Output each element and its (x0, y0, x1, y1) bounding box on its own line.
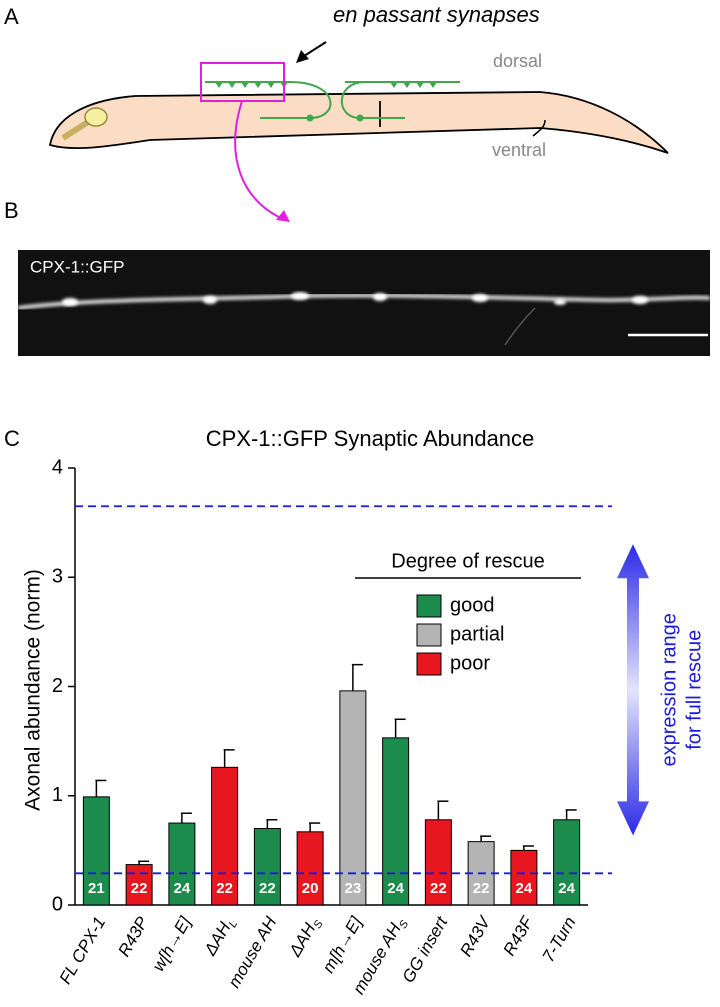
x-tick-label: FL CPX-1 (56, 914, 110, 988)
n-label: 22 (131, 880, 148, 897)
y-axis-label: Axonal abundance (norm) (22, 569, 45, 811)
bar (296, 831, 324, 906)
category-name: R43P (115, 913, 153, 960)
range-label: expression range (658, 613, 680, 766)
n-label: 24 (516, 880, 533, 897)
category-subscript: L (227, 918, 240, 929)
chart-title: CPX-1::GFP Synaptic Abundance (206, 426, 535, 451)
y-tick-label: 4 (52, 456, 63, 478)
legend-swatch (416, 652, 442, 676)
ventral-label: ventral (492, 140, 546, 160)
bar (424, 819, 452, 906)
bar (510, 849, 538, 906)
x-tick-label: ΔAHL (200, 914, 240, 961)
legend-label: poor (450, 652, 490, 674)
bar (125, 864, 153, 906)
category-name: R43V (457, 912, 496, 960)
n-label: 24 (558, 880, 575, 897)
range-arrow (617, 544, 649, 836)
bar (382, 737, 410, 906)
y-tick-label: 1 (52, 784, 63, 806)
x-tick-label: R43V (457, 912, 496, 960)
bar (339, 690, 367, 906)
y-tick-label: 3 (52, 566, 63, 588)
x-tick-label: R43P (115, 913, 153, 960)
worm (48, 41, 669, 222)
x-tick-label: 7-Turn (539, 914, 580, 966)
category-name: w[h→E] (149, 913, 196, 975)
legend-title: Degree of rescue (391, 550, 544, 572)
bar (253, 828, 281, 906)
range-label: for full rescue (683, 630, 705, 750)
n-label: 21 (88, 880, 105, 897)
panel-label: A (4, 4, 19, 29)
n-label: 24 (174, 880, 191, 897)
x-tick-label: ΔAHS (285, 913, 326, 962)
micrograph-label: CPX-1::GFP (30, 257, 124, 276)
x-tick-label: w[h→E] (149, 913, 196, 975)
y-tick-label: 2 (52, 675, 63, 697)
x-tick-label: R43F (500, 912, 538, 959)
panel-label: C (4, 426, 20, 451)
micrograph: CPX-1::GFP (17, 250, 711, 356)
legend-swatch (416, 594, 442, 618)
n-label: 24 (387, 880, 404, 897)
x-tick-label: m[h→E] (319, 913, 367, 977)
bar (82, 796, 110, 906)
legend-label: good (450, 594, 495, 616)
bar (168, 822, 196, 906)
category-name: 7-Turn (539, 914, 580, 966)
n-label: 22 (430, 880, 447, 897)
legend-swatch (416, 623, 442, 647)
category-name: m[h→E] (319, 913, 367, 977)
y-tick-label: 0 (52, 893, 63, 915)
n-label: 20 (302, 880, 319, 897)
dorsal-label: dorsal (493, 51, 542, 71)
bar (553, 819, 581, 906)
n-label: 22 (216, 880, 233, 897)
synapse-label: en passant synapses (333, 2, 540, 27)
n-label: 22 (473, 880, 490, 897)
legend-label: partial (450, 623, 504, 645)
n-label: 23 (345, 880, 362, 897)
panel-label: B (4, 198, 19, 223)
category-name: FL CPX-1 (56, 914, 110, 988)
category-name: R43F (500, 912, 538, 959)
bar (211, 766, 239, 906)
n-label: 22 (259, 880, 276, 897)
